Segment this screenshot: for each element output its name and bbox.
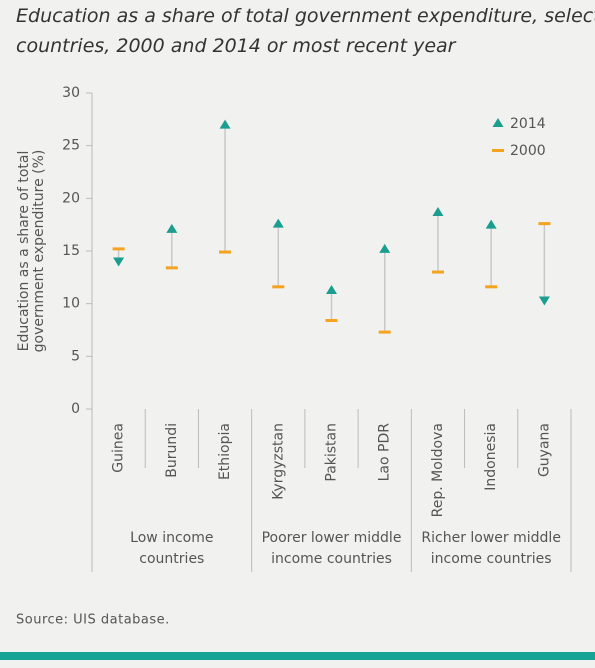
marker-2000	[325, 319, 338, 323]
marker-2014	[485, 219, 497, 229]
y-tick-label: 5	[71, 348, 80, 364]
marker-2000	[219, 250, 232, 254]
chart-title: countries, 2000 and 2014 or most recent …	[16, 35, 457, 57]
y-tick-label: 10	[62, 296, 80, 312]
marker-2000	[378, 330, 391, 334]
group-label: income countries	[431, 551, 552, 567]
marker-2000	[431, 270, 444, 274]
group-label: Low income	[130, 530, 213, 546]
legend-marker	[492, 118, 504, 127]
group-label: Richer lower middle	[421, 530, 561, 546]
marker-2014	[166, 223, 178, 233]
marker-2014	[432, 207, 444, 217]
x-tick-label: Ethiopia	[217, 423, 233, 480]
marker-2000	[112, 247, 125, 251]
legend-label: 2014	[510, 116, 546, 132]
legend-label: 2000	[510, 143, 546, 159]
x-tick-label: Indonesia	[483, 423, 499, 491]
marker-2014	[219, 119, 231, 129]
x-tick-label: Guinea	[111, 423, 127, 473]
group-label: countries	[139, 551, 204, 567]
source-note: Source: UIS database.	[16, 613, 170, 628]
marker-2014	[272, 218, 284, 228]
group-label: income countries	[271, 551, 392, 567]
y-tick-label: 15	[62, 243, 80, 259]
marker-2014	[113, 257, 125, 267]
x-tick-label: Rep. Moldova	[430, 423, 446, 517]
x-tick-label: Kyrgyzstan	[270, 423, 286, 500]
x-tick-label: Lao PDR	[377, 423, 393, 482]
legend-marker	[492, 149, 504, 152]
marker-2014	[379, 243, 391, 253]
y-tick-label: 30	[62, 85, 80, 101]
marker-2014	[326, 284, 337, 294]
x-tick-label: Pakistan	[324, 423, 340, 482]
marker-2000	[165, 266, 178, 270]
y-tick-label: 20	[62, 190, 80, 206]
chart-title: Education as a share of total government…	[16, 5, 595, 27]
marker-2000	[538, 222, 551, 226]
y-tick-label: 25	[62, 138, 80, 154]
x-tick-label: Guyana	[536, 423, 552, 477]
marker-2000	[272, 285, 285, 289]
y-axis-label: government expenditure (%)	[31, 150, 47, 353]
y-tick-label: 0	[71, 401, 80, 417]
group-label: Poorer lower middle	[262, 530, 402, 546]
marker-2014	[538, 296, 550, 306]
footer-bar	[0, 652, 595, 660]
y-axis-label: Education as a share of total	[16, 151, 32, 352]
marker-2000	[485, 285, 498, 289]
x-tick-label: Burundi	[164, 423, 180, 478]
